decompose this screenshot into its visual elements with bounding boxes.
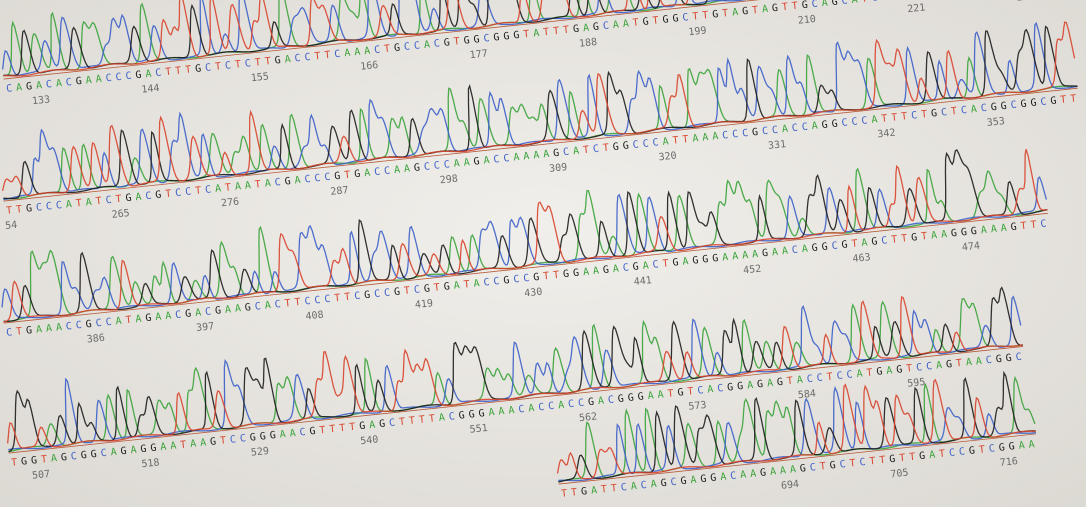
- position-number: 199: [688, 25, 707, 38]
- position-number: 694: [780, 479, 799, 492]
- position-number: 562: [579, 411, 598, 424]
- position-number: 408: [305, 310, 324, 323]
- position-number: 397: [196, 321, 215, 334]
- position-number: 716: [999, 456, 1018, 469]
- position-number: 595: [907, 377, 926, 390]
- position-number: 474: [961, 241, 980, 254]
- position-number: 441: [633, 275, 652, 288]
- position-number: 331: [768, 139, 787, 152]
- position-number: 507: [32, 469, 51, 482]
- position-number: 298: [439, 174, 458, 187]
- position-number: 320: [658, 151, 677, 164]
- position-number: 155: [250, 71, 269, 84]
- position-number: 551: [469, 423, 488, 436]
- position-number: 452: [743, 264, 762, 277]
- position-number: 353: [986, 116, 1005, 129]
- position-number: 529: [250, 446, 269, 459]
- position-number: 133: [32, 94, 51, 107]
- position-number: 518: [141, 457, 160, 470]
- position-number: 166: [360, 60, 379, 73]
- position-number: 540: [360, 434, 379, 447]
- position-number: 419: [414, 298, 433, 311]
- position-number: 342: [877, 128, 896, 141]
- position-number: 309: [549, 162, 568, 175]
- position-number: 386: [86, 333, 105, 346]
- position-number: 188: [579, 37, 598, 50]
- position-number: 144: [141, 83, 160, 96]
- position-number: 276: [221, 196, 240, 209]
- position-number: 430: [524, 287, 543, 300]
- position-number: 265: [111, 208, 130, 221]
- position-number: 573: [688, 400, 707, 413]
- paper: [0, 0, 1086, 507]
- position-number: 54: [5, 220, 18, 232]
- chromatogram-photo: CAGACACGAACCCGACTTTGCTCTCTTGACCTTCAAACTG…: [0, 0, 1086, 507]
- position-number: 463: [852, 252, 871, 265]
- position-number: 287: [330, 185, 349, 198]
- position-number: 221: [907, 2, 926, 15]
- position-number: 177: [469, 48, 488, 61]
- position-number: 705: [890, 467, 909, 480]
- page: CAGACACGAACCCGACTTTGCTCTCTTGACCTTCAAACTG…: [0, 0, 1086, 507]
- position-number: 210: [797, 14, 816, 27]
